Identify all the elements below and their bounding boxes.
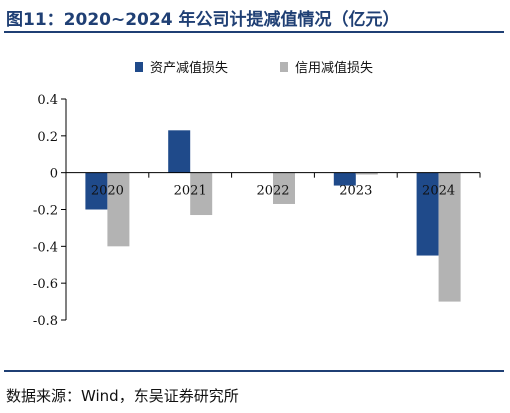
- bar-chart: 资产减值损失 信用减值损失 0.4 0.2 0 -0.2 -0.4 -0.6 -0.8 2020…: [33, 60, 481, 329]
- axes: 0.4 0.2 0 -0.2 -0.4 -0.6 -0.8 2020 2021 2022 2023 2…: [33, 93, 481, 329]
- x-tick-label-2020: 2020: [91, 184, 124, 199]
- bar-s2-2021: [190, 172, 213, 216]
- x-tick-label-2024: 2024: [422, 184, 455, 199]
- x-tick-label-2021: 2021: [174, 184, 207, 199]
- bar-s1-2024: [416, 172, 439, 256]
- y-tick-label: -0.6: [33, 277, 58, 292]
- bar-s2-2023: [355, 172, 378, 175]
- y-tick-label: -0.4: [33, 240, 58, 255]
- y-tick-label: 0: [50, 167, 58, 182]
- y-tick-label: 0.4: [37, 93, 58, 108]
- bar-s2-2022: [273, 172, 295, 204]
- bar-s1-2021: [168, 130, 191, 173]
- legend-label-2: 信用减值损失: [295, 60, 373, 76]
- y-tick-label: 0.2: [37, 130, 58, 145]
- y-tick-label: -0.8: [33, 314, 58, 329]
- bar-s1-2023: [333, 172, 356, 186]
- legend-label-1: 资产减值损失: [150, 60, 228, 76]
- legend: 资产减值损失 信用减值损失: [135, 60, 373, 76]
- bar-s1-2020: [85, 172, 108, 210]
- x-tick-label-2023: 2023: [339, 184, 372, 199]
- x-tick-label-2022: 2022: [256, 184, 289, 199]
- bars: [85, 130, 461, 302]
- legend-swatch-2: [280, 62, 288, 72]
- legend-swatch-1: [135, 62, 143, 72]
- bar-s2-2020: [107, 172, 130, 247]
- bar-s2-2024: [438, 172, 461, 302]
- source-note: 数据来源：Wind，东吴证券研究所: [6, 387, 239, 405]
- bottom-rule: [4, 370, 504, 372]
- top-rule: [4, 31, 504, 33]
- figure-title: 图11：2020~2024 年公司计提减值情况（亿元）: [6, 10, 400, 30]
- y-tick-label: -0.2: [33, 204, 58, 219]
